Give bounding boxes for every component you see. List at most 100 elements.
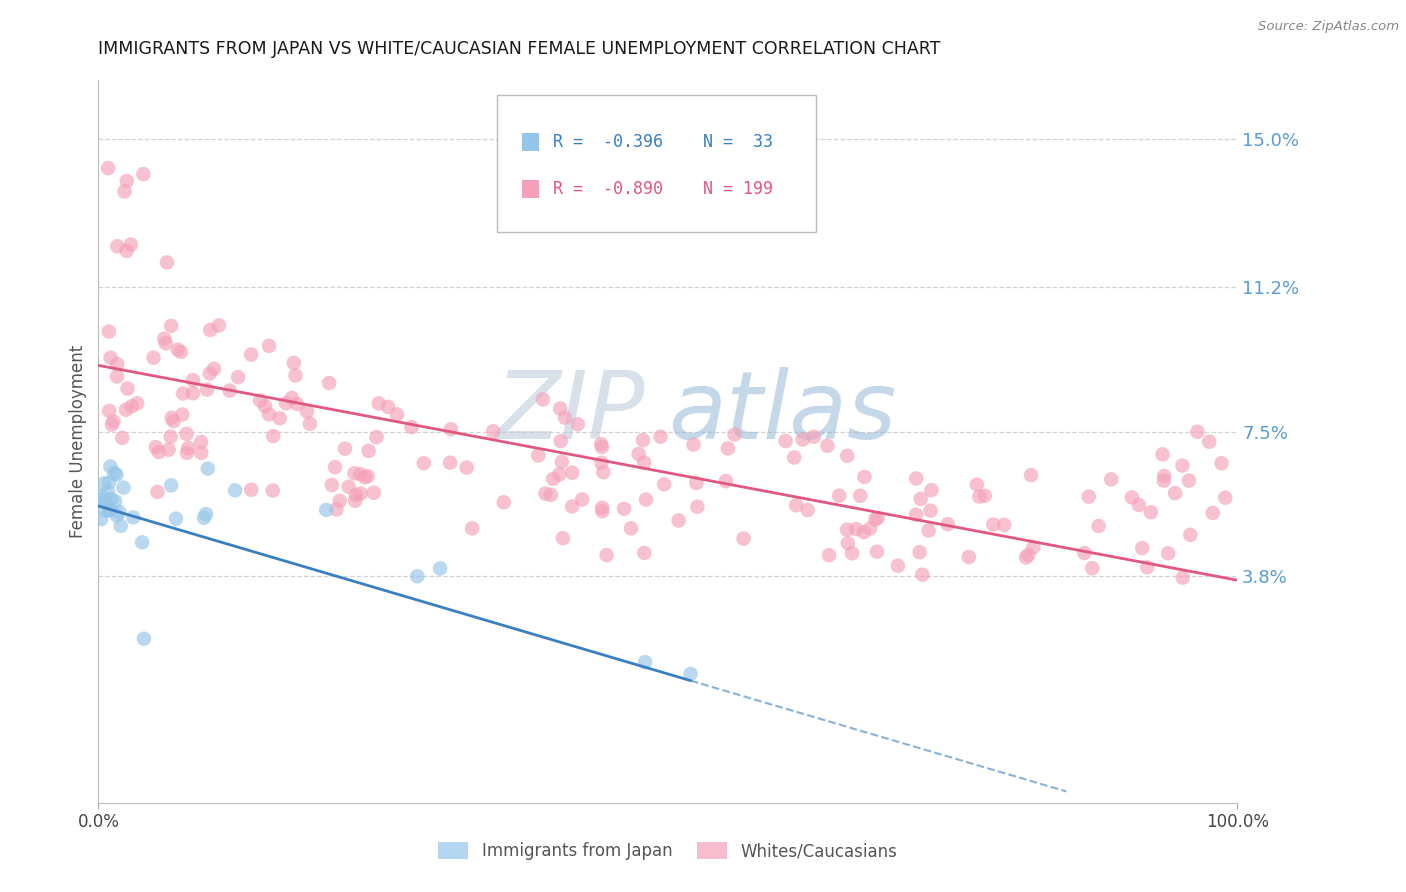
- Point: [634, 655, 657, 669]
- Point: [333, 442, 356, 456]
- Point: [200, 323, 222, 337]
- Point: [905, 508, 928, 522]
- Point: [170, 344, 193, 359]
- Point: [181, 386, 204, 401]
- Point: [98, 404, 121, 418]
- Point: [668, 514, 690, 528]
- Point: [281, 391, 304, 405]
- Point: [412, 456, 434, 470]
- Point: [717, 442, 740, 456]
- Point: [540, 488, 562, 502]
- Point: [190, 446, 212, 460]
- Point: [527, 449, 550, 463]
- Point: [148, 445, 170, 459]
- Text: ZIP: ZIP: [495, 368, 645, 458]
- Point: [561, 500, 583, 514]
- Point: [440, 422, 463, 436]
- Point: [90, 512, 112, 526]
- Point: [1171, 570, 1194, 584]
- Point: [686, 500, 709, 514]
- Point: [631, 433, 654, 447]
- Point: [591, 500, 613, 515]
- Point: [354, 470, 377, 484]
- Point: [905, 471, 928, 485]
- Point: [105, 369, 128, 384]
- Point: [162, 414, 184, 428]
- Point: [240, 348, 263, 362]
- Point: [917, 524, 939, 538]
- Point: [176, 446, 198, 460]
- Point: [249, 393, 271, 408]
- Point: [90, 489, 112, 503]
- Point: [177, 441, 200, 455]
- Point: [633, 456, 655, 470]
- Point: [1152, 447, 1174, 461]
- Point: [98, 503, 121, 517]
- Point: [591, 504, 613, 518]
- Point: [155, 336, 177, 351]
- Point: [792, 433, 814, 447]
- Point: [363, 485, 385, 500]
- Point: [1198, 434, 1220, 449]
- Point: [142, 351, 165, 365]
- Point: [993, 517, 1015, 532]
- Point: [94, 504, 117, 518]
- Point: [966, 477, 988, 491]
- Point: [318, 376, 340, 390]
- Point: [1140, 505, 1163, 519]
- Point: [97, 161, 120, 175]
- Point: [1017, 548, 1039, 562]
- Point: [367, 396, 389, 410]
- Point: [551, 455, 574, 469]
- Point: [595, 548, 617, 562]
- Point: [343, 467, 366, 481]
- Point: [866, 511, 889, 525]
- Point: [685, 475, 707, 490]
- Point: [1019, 468, 1042, 483]
- Point: [775, 434, 797, 448]
- Point: [160, 410, 183, 425]
- Point: [973, 489, 995, 503]
- Point: [146, 484, 169, 499]
- Point: [110, 519, 132, 533]
- Point: [1130, 541, 1153, 555]
- Point: [283, 356, 305, 370]
- Point: [652, 477, 675, 491]
- FancyBboxPatch shape: [522, 179, 538, 198]
- Point: [492, 495, 515, 509]
- Point: [531, 392, 554, 407]
- Point: [633, 546, 655, 560]
- Point: [257, 339, 280, 353]
- Point: [274, 396, 297, 410]
- Point: [567, 417, 589, 432]
- Point: [195, 507, 218, 521]
- Point: [1077, 490, 1099, 504]
- Point: [98, 475, 121, 490]
- Point: [262, 429, 284, 443]
- Point: [115, 244, 138, 258]
- Point: [145, 440, 167, 454]
- Point: [1087, 519, 1109, 533]
- Point: [97, 484, 120, 499]
- Point: [385, 408, 408, 422]
- Point: [1187, 425, 1209, 439]
- Point: [117, 382, 139, 396]
- Point: [548, 467, 571, 482]
- Point: [482, 425, 505, 439]
- Point: [284, 368, 307, 383]
- Point: [329, 493, 352, 508]
- Point: [325, 502, 347, 516]
- Point: [103, 466, 125, 480]
- Point: [439, 456, 461, 470]
- Point: [121, 399, 143, 413]
- Point: [269, 411, 291, 425]
- Point: [157, 442, 180, 457]
- Point: [240, 483, 263, 497]
- Point: [131, 535, 153, 549]
- Point: [983, 517, 1005, 532]
- Point: [377, 400, 399, 414]
- Text: atlas: atlas: [668, 368, 896, 458]
- Point: [208, 318, 231, 333]
- Text: R =  -0.890    N = 199: R = -0.890 N = 199: [553, 179, 773, 198]
- Point: [226, 370, 249, 384]
